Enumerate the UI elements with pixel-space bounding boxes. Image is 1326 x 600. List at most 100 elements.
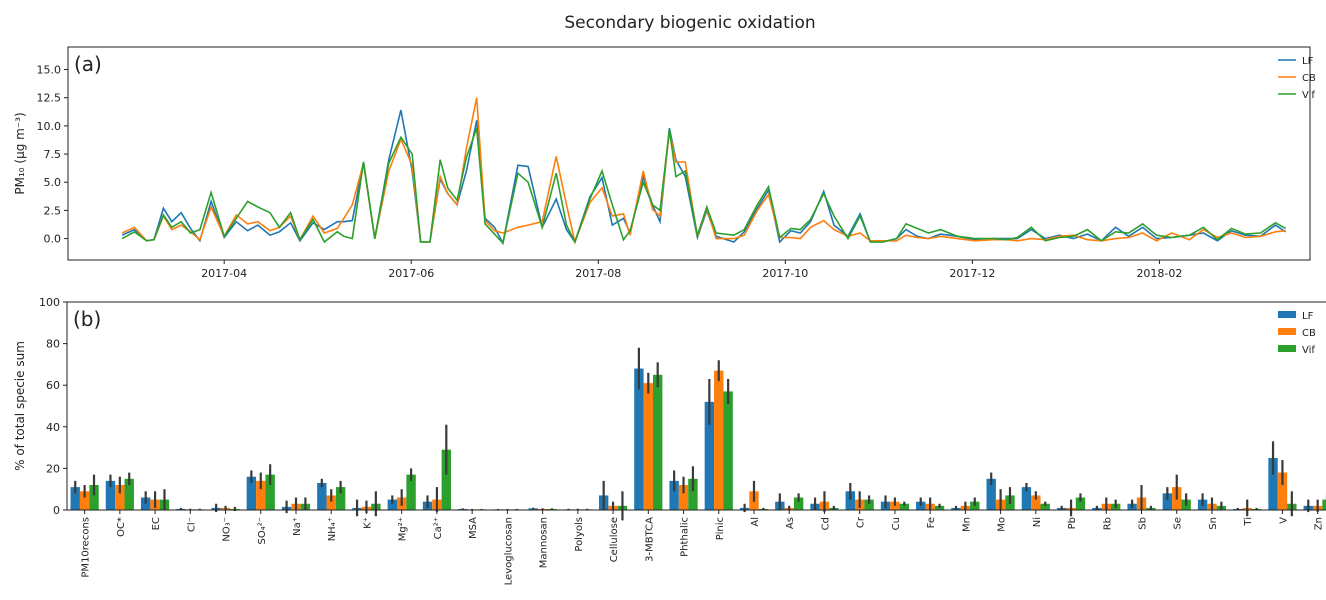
chart-title: Secondary biogenic oxidation bbox=[564, 13, 815, 33]
x-tick-label: 2017-10 bbox=[762, 267, 808, 280]
x-tick-label: Ca²⁺ bbox=[433, 517, 444, 539]
panel-label: (a) bbox=[74, 52, 102, 76]
y-tick-label: 0.0 bbox=[44, 233, 62, 246]
bar bbox=[70, 487, 80, 510]
x-tick-label: Levoglucosan bbox=[503, 517, 514, 585]
bar bbox=[1268, 458, 1278, 510]
x-tick-label: Zn bbox=[1314, 517, 1325, 530]
x-tick-label: Al bbox=[750, 517, 761, 527]
bar bbox=[326, 495, 336, 510]
bar bbox=[714, 370, 724, 510]
bar bbox=[899, 503, 909, 510]
bar bbox=[256, 480, 266, 510]
bar bbox=[688, 478, 698, 510]
y-tick-label: 12.5 bbox=[37, 92, 62, 105]
y-tick-label: 5.0 bbox=[44, 176, 62, 189]
bar bbox=[1075, 497, 1086, 510]
bar bbox=[406, 474, 416, 510]
x-tick-label: 2017-04 bbox=[201, 267, 247, 280]
bar bbox=[704, 401, 715, 510]
x-tick-label: 2017-08 bbox=[575, 267, 621, 280]
legend-label: CB bbox=[1302, 328, 1316, 339]
bar bbox=[643, 383, 653, 510]
panel-label: (b) bbox=[73, 307, 101, 331]
x-tick-label: Cu bbox=[891, 517, 902, 530]
bar bbox=[1162, 493, 1173, 510]
bar bbox=[634, 368, 644, 510]
y-tick-label: 60 bbox=[46, 379, 60, 392]
legend-label: Vif bbox=[1302, 90, 1315, 101]
x-tick-label: MSA bbox=[468, 517, 479, 539]
x-tick-label: Ti bbox=[1243, 517, 1254, 527]
bar bbox=[723, 391, 733, 510]
bar bbox=[669, 480, 679, 510]
x-tick-label: Na⁺ bbox=[292, 517, 303, 536]
x-tick-label: 2018-02 bbox=[1136, 267, 1182, 280]
x-tick-label: Phthalic bbox=[680, 517, 691, 557]
y-tick-label: 100 bbox=[39, 296, 60, 309]
y-tick-label: 40 bbox=[46, 421, 60, 434]
x-tick-label: Rb bbox=[1102, 517, 1113, 530]
y-tick-label: 0 bbox=[53, 504, 60, 517]
bar bbox=[89, 485, 99, 510]
legend-label: LF bbox=[1302, 311, 1314, 322]
y-tick-label: 15.0 bbox=[37, 64, 62, 77]
bar bbox=[246, 476, 257, 510]
legend-label: Vif bbox=[1302, 345, 1315, 356]
bar bbox=[115, 485, 125, 510]
x-tick-label: Cd bbox=[820, 517, 831, 530]
y-tick-label: 10.0 bbox=[37, 120, 62, 133]
bar bbox=[986, 478, 996, 510]
bar bbox=[124, 478, 134, 510]
x-tick-label: Ni bbox=[1032, 517, 1043, 527]
x-tick-label: 2017-06 bbox=[388, 267, 434, 280]
x-tick-label: K⁺ bbox=[362, 517, 373, 529]
bar bbox=[793, 497, 804, 510]
y-tick-label: 80 bbox=[46, 338, 60, 351]
x-tick-label: OC* bbox=[116, 517, 127, 537]
bar bbox=[1322, 499, 1326, 510]
bar bbox=[678, 485, 689, 510]
line-series bbox=[121, 109, 1287, 246]
bar bbox=[1031, 495, 1041, 510]
bar bbox=[335, 487, 346, 510]
bar bbox=[1040, 503, 1050, 510]
bar bbox=[105, 480, 116, 510]
legend-swatch bbox=[1278, 328, 1296, 335]
bar bbox=[1021, 487, 1032, 510]
x-tick-label: Mg²⁺ bbox=[398, 517, 409, 541]
legend-label: LF bbox=[1302, 56, 1314, 67]
legend-swatch bbox=[1278, 311, 1296, 318]
x-tick-label: EC bbox=[151, 517, 162, 530]
x-tick-label: Cellulose bbox=[609, 517, 620, 562]
legend-swatch bbox=[1278, 345, 1296, 352]
bar bbox=[864, 499, 874, 510]
x-tick-label: Pinic bbox=[715, 517, 726, 540]
x-tick-label: Polyols bbox=[574, 517, 585, 552]
x-tick-label: Sb bbox=[1138, 517, 1149, 530]
plot-frame bbox=[67, 46, 1311, 261]
bar bbox=[845, 491, 855, 510]
x-tick-label: NH₄⁺ bbox=[327, 517, 338, 541]
bar bbox=[441, 449, 452, 510]
legend-label: CB bbox=[1302, 73, 1316, 84]
x-tick-label: Mn bbox=[961, 517, 972, 532]
x-tick-label: Cr bbox=[856, 516, 867, 528]
y-tick-label: 7.5 bbox=[44, 148, 62, 161]
x-tick-label: 3-MBTCA bbox=[644, 517, 655, 562]
x-tick-label: Mannosan bbox=[539, 517, 550, 568]
x-tick-label: V bbox=[1278, 517, 1289, 524]
x-tick-label: Pb bbox=[1067, 517, 1078, 529]
y-tick-label: 20 bbox=[46, 462, 60, 475]
x-tick-label: As bbox=[785, 517, 796, 529]
bar bbox=[317, 482, 327, 510]
y-tick-label: 2.5 bbox=[44, 204, 62, 217]
y-axis-label: % of total specie sum bbox=[13, 341, 27, 471]
line-series bbox=[121, 127, 1287, 245]
bar bbox=[387, 499, 397, 510]
x-tick-label: Cl⁻ bbox=[186, 517, 197, 532]
plot-frame bbox=[66, 301, 1326, 511]
x-tick-label: 2017-12 bbox=[949, 267, 995, 280]
x-tick-label: SO₄²⁻ bbox=[257, 517, 268, 545]
